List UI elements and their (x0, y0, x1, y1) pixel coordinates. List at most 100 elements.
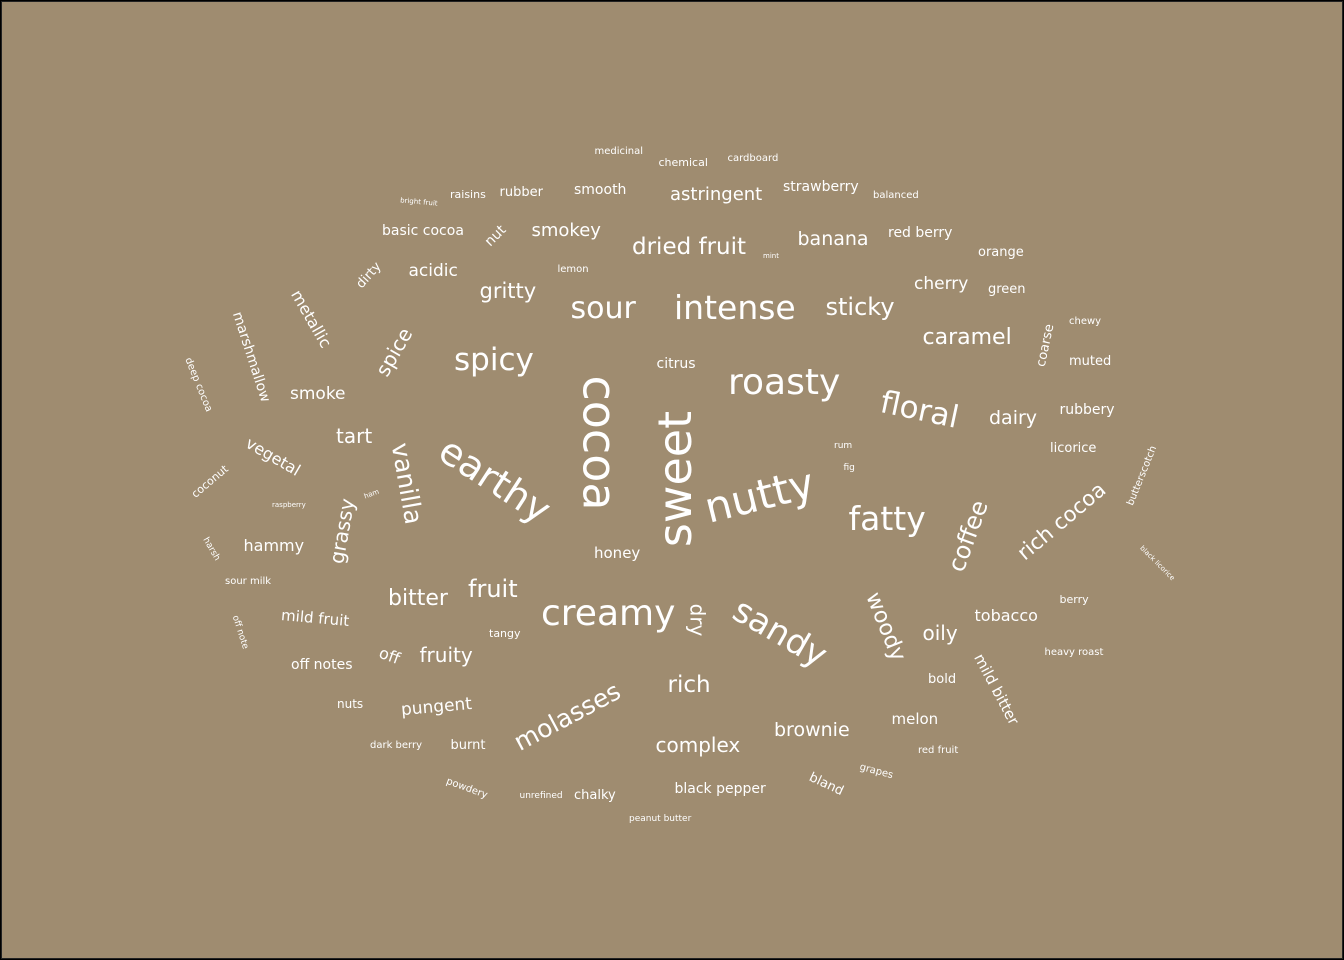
word-grapes: grapes (858, 761, 895, 782)
word-oily: oily (922, 621, 958, 645)
word-basic-cocoa: basic cocoa (382, 223, 464, 239)
word-peanut-butter: peanut butter (629, 813, 692, 824)
word-sticky: sticky (825, 293, 895, 321)
word-licorice: licorice (1050, 440, 1097, 456)
word-sweet: sweet (648, 410, 703, 548)
word-chewy: chewy (1069, 316, 1102, 327)
word-balanced: balanced (873, 190, 919, 201)
word-raspberry: raspberry (272, 500, 306, 509)
word-off: off (376, 643, 403, 669)
word-rum: rum (834, 440, 853, 451)
word-woody: woody (860, 588, 911, 665)
word-mint: mint (763, 251, 779, 260)
word-burnt: burnt (450, 737, 486, 753)
word-hammy: hammy (243, 536, 305, 555)
word-dairy: dairy (989, 406, 1038, 429)
word-deep-cocoa: deep cocoa (182, 356, 215, 414)
word-fruity: fruity (419, 643, 473, 667)
word-black-licorice: black licorice (1138, 543, 1177, 582)
word-off-notes: off notes (291, 657, 353, 673)
word-chemical: chemical (658, 155, 708, 169)
word-unrefined: unrefined (519, 790, 563, 801)
word-green: green (988, 281, 1026, 297)
word-muted: muted (1069, 353, 1112, 369)
word-harsh: harsh (199, 535, 222, 563)
word-melon: melon (891, 709, 939, 728)
word-bland: bland (806, 769, 846, 799)
word-ham: ham (362, 487, 381, 500)
word-complex: complex (655, 733, 741, 757)
word-nuts: nuts (337, 697, 364, 711)
word-black-pepper: black pepper (674, 781, 766, 797)
word-berry: berry (1059, 592, 1089, 606)
word-spicy: spicy (454, 341, 534, 378)
word-dried-fruit: dried fruit (632, 233, 747, 260)
word-butterscotch: butterscotch (1124, 444, 1159, 508)
word-dirty: dirty (353, 258, 385, 292)
word-roasty: roasty (728, 362, 841, 403)
word-sour: sour (570, 291, 636, 326)
word-fig: fig (843, 462, 855, 473)
word-bitter: bitter (388, 586, 448, 611)
word-red-berry: red berry (888, 225, 953, 241)
word-caramel: caramel (922, 325, 1012, 350)
word-creamy: creamy (541, 593, 676, 634)
word-chalky: chalky (574, 787, 616, 803)
word-heavy-roast: heavy roast (1044, 647, 1104, 658)
word-rich: rich (667, 671, 711, 698)
word-off-note: off note (229, 613, 250, 650)
word-floral: floral (876, 383, 962, 436)
word-nut: nut (481, 222, 510, 250)
word-cocoa: cocoa (572, 375, 627, 511)
word-sour-milk: sour milk (225, 576, 272, 587)
word-dark-berry: dark berry (370, 740, 423, 751)
word-coarse: coarse (1033, 322, 1057, 368)
word-raisins: raisins (450, 187, 486, 201)
word-honey: honey (594, 543, 641, 562)
word-intense: intense (674, 287, 796, 327)
word-tart: tart (336, 424, 373, 448)
word-red-fruit: red fruit (918, 745, 959, 756)
word-acidic: acidic (408, 260, 458, 281)
word-coffee: coffee (942, 496, 994, 576)
word-nutty: nutty (699, 458, 819, 533)
word-pungent: pungent (399, 693, 473, 720)
word-bright-fruit: bright fruit (399, 195, 438, 208)
word-gritty: gritty (479, 278, 537, 303)
word-rubbery: rubbery (1059, 402, 1115, 418)
word-orange: orange (978, 244, 1024, 260)
word-medicinal: medicinal (594, 146, 644, 157)
word-astringent: astringent (670, 184, 763, 205)
word-vanilla: vanilla (385, 440, 429, 526)
word-grassy: grassy (324, 496, 360, 566)
word-vegetal: vegetal (242, 433, 304, 480)
word-rich-cocoa: rich cocoa (1012, 476, 1111, 565)
word-dry: dry (684, 603, 709, 637)
word-rubber: rubber (499, 184, 543, 200)
word-brownie: brownie (774, 718, 850, 741)
word-cardboard: cardboard (727, 153, 779, 164)
word-metallic: metallic (287, 286, 336, 352)
word-spice: spice (370, 323, 418, 381)
word-powdery: powdery (444, 775, 489, 802)
word-molasses: molasses (509, 675, 626, 757)
word-fatty: fatty (848, 498, 926, 538)
word-lemon: lemon (557, 264, 589, 275)
word-fruit: fruit (468, 575, 518, 603)
word-coconut: coconut (188, 461, 231, 501)
word-mild-bitter: mild bitter (970, 650, 1023, 728)
word-smoke: smoke (290, 383, 346, 404)
word-banana: banana (797, 227, 869, 250)
word-mild-fruit: mild fruit (280, 605, 350, 630)
word-tobacco: tobacco (974, 606, 1038, 625)
word-marshmallow: marshmallow (228, 309, 274, 405)
word-cherry: cherry (914, 273, 969, 294)
word-strawberry: strawberry (783, 179, 859, 195)
word-citrus: citrus (656, 356, 696, 372)
word-bold: bold (928, 671, 957, 687)
word-earthy: earthy (431, 427, 559, 533)
word-smooth: smooth (574, 182, 627, 198)
word-tangy: tangy (489, 626, 521, 640)
word-smokey: smokey (531, 220, 601, 241)
